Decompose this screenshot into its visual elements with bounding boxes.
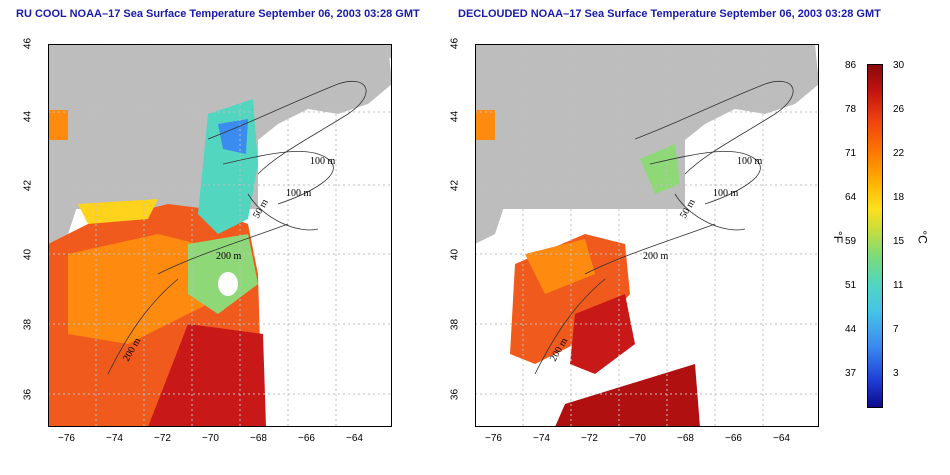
fahrenheit-tick-label: 37	[845, 368, 857, 379]
right-panel-title: DECLOUDED NOAA–17 Sea Surface Temperatur…	[458, 8, 881, 20]
sst-colorbar	[867, 64, 883, 408]
x-tick-label: −68	[677, 433, 694, 444]
celsius-unit: °C	[915, 230, 930, 244]
celsius-tick-label: 7	[893, 324, 899, 335]
sst-hot-region	[148, 324, 266, 427]
x-tick-label: −74	[533, 433, 550, 444]
y-tick-label: 40	[449, 248, 461, 261]
x-tick-label: −76	[485, 433, 502, 444]
grid-lines	[48, 44, 392, 427]
sst-orange-band	[525, 239, 595, 294]
bathymetry-contours	[534, 80, 794, 375]
sst-orange-band	[68, 234, 208, 344]
fahrenheit-tick-label: 44	[845, 324, 857, 335]
y-tick-label: 46	[449, 37, 461, 50]
celsius-tick-label: 18	[893, 192, 905, 203]
contour-label-100m-a: 100 m	[737, 156, 763, 167]
celsius-tick-label: 30	[893, 60, 905, 71]
x-tick-label: −72	[581, 433, 598, 444]
y-tick-label: 40	[22, 248, 34, 261]
sst-yellow-strip	[78, 199, 158, 224]
x-tick-label: −76	[58, 433, 75, 444]
bathymetry-contours	[107, 80, 367, 375]
left-map-graphic: 100 m 100 m 200 m 200 m 50 m	[48, 44, 392, 427]
land-nova-scotia	[675, 44, 819, 144]
left-panel-title: RU COOL NOAA–17 Sea Surface Temperature …	[16, 8, 420, 20]
x-tick-label: −64	[346, 433, 363, 444]
y-tick-label: 36	[449, 388, 461, 401]
fahrenheit-tick-label: 78	[845, 104, 857, 115]
celsius-tick-label: 11	[893, 280, 904, 291]
land-maine	[475, 164, 505, 244]
y-tick-label: 44	[22, 110, 34, 123]
x-tick-label: −70	[202, 433, 219, 444]
y-tick-label: 42	[22, 179, 34, 192]
celsius-tick-label: 3	[893, 368, 899, 379]
y-tick-label: 46	[22, 37, 34, 50]
right-sst-map: 100 m 100 m 200 m 200 m 50 m	[475, 44, 819, 427]
fahrenheit-tick-label: 59	[845, 236, 857, 247]
fahrenheit-tick-label: 51	[845, 280, 857, 291]
contour-label-100m-b: 100 m	[286, 188, 312, 199]
x-tick-label: −70	[629, 433, 646, 444]
sst-small-patch	[48, 110, 68, 140]
x-tick-label: −74	[106, 433, 123, 444]
y-tick-label: 36	[22, 388, 34, 401]
cloud-patch	[218, 272, 238, 296]
fahrenheit-tick-label: 64	[845, 192, 857, 203]
grid-lines	[475, 44, 819, 427]
right-map-graphic: 100 m 100 m 200 m 200 m 50 m	[475, 44, 819, 427]
x-tick-label: −72	[154, 433, 171, 444]
celsius-tick-label: 22	[893, 148, 905, 159]
contour-label-100m-a: 100 m	[310, 156, 336, 167]
x-tick-label: −68	[250, 433, 267, 444]
land-nova-scotia	[248, 44, 392, 144]
sst-small-patch	[475, 110, 495, 140]
contour-label-200m: 200 m	[216, 251, 242, 262]
y-tick-label: 38	[449, 318, 461, 331]
celsius-tick-label: 15	[893, 236, 905, 247]
left-sst-map: 100 m 100 m 200 m 200 m 50 m	[48, 44, 392, 427]
fahrenheit-unit: °F	[831, 230, 846, 244]
fahrenheit-tick-label: 86	[845, 60, 857, 71]
x-tick-label: −64	[773, 433, 790, 444]
contour-label-200m: 200 m	[643, 251, 669, 262]
y-tick-label: 42	[449, 179, 461, 192]
fahrenheit-tick-label: 71	[845, 148, 857, 159]
sst-hot-south	[555, 364, 700, 427]
sst-green-patch	[640, 144, 680, 194]
y-tick-label: 44	[449, 110, 461, 123]
x-tick-label: −66	[725, 433, 742, 444]
x-tick-label: −66	[298, 433, 315, 444]
celsius-tick-label: 26	[893, 104, 905, 115]
contour-label-100m-b: 100 m	[713, 188, 739, 199]
y-tick-label: 38	[22, 318, 34, 331]
